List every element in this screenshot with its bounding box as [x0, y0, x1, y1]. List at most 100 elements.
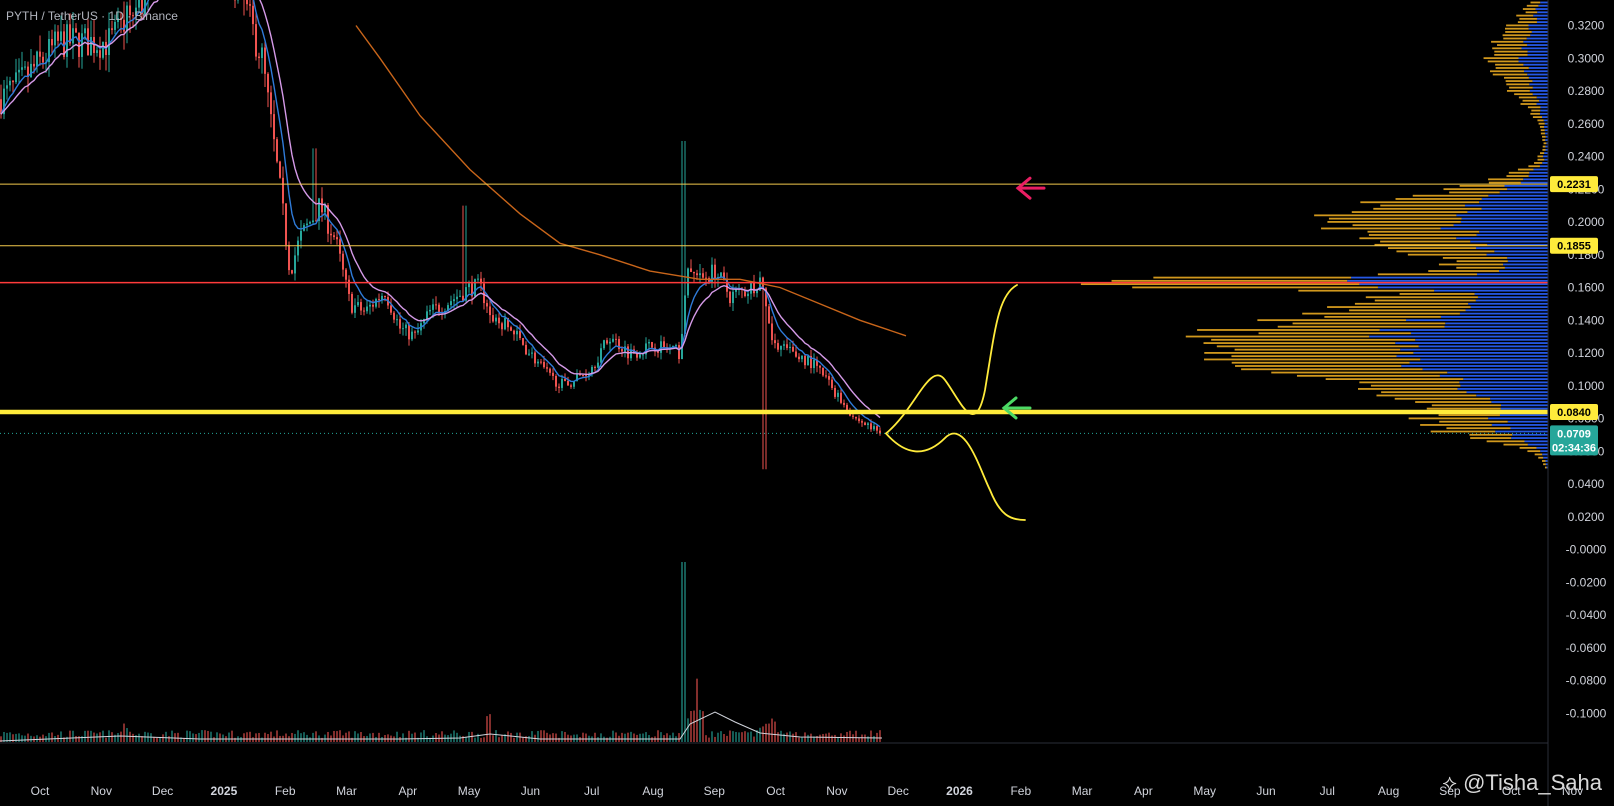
- volume-bar: [228, 732, 230, 742]
- volume-bar: [765, 723, 767, 742]
- candle-body: [840, 392, 842, 403]
- vp-bar-down: [1538, 122, 1545, 125]
- volume-bar: [201, 730, 203, 742]
- candle-body: [279, 161, 281, 178]
- volume-bar: [762, 726, 764, 742]
- candle-body: [396, 319, 398, 321]
- vp-bar-down: [1537, 119, 1544, 122]
- vp-bar-up: [1540, 1, 1548, 4]
- vp-bar-up: [1539, 112, 1548, 115]
- candle-body: [363, 310, 365, 312]
- vp-bar-down: [1530, 112, 1540, 115]
- volume-bar: [426, 736, 428, 742]
- support-arrow-icon: [1001, 396, 1032, 420]
- volume-bar: [507, 731, 509, 742]
- candle-body: [579, 374, 581, 376]
- current-price-tag-text: 0.0709: [1557, 428, 1591, 440]
- candle-body: [582, 375, 584, 377]
- candle-body: [510, 327, 512, 331]
- candle-body: [108, 28, 110, 55]
- vp-bar-up: [1524, 440, 1548, 443]
- vp-bar-down: [1153, 276, 1352, 279]
- volume-group: [0, 562, 881, 742]
- vp-bar-up: [1474, 293, 1548, 295]
- vp-bar-down: [1442, 257, 1508, 259]
- volume-bar: [414, 732, 416, 742]
- level-price-tag-text: 0.2231: [1557, 179, 1591, 191]
- volume-bar: [177, 732, 179, 742]
- price-tick-label: -0.1000: [1566, 706, 1607, 720]
- vp-bar-down: [1296, 374, 1440, 377]
- ema-slow-line: [355, 25, 907, 337]
- vp-bar-up: [1456, 214, 1548, 217]
- exchange-label: Binance: [134, 9, 178, 23]
- candle-body: [33, 63, 35, 67]
- vp-bar-down: [1540, 132, 1546, 135]
- time-tick-label: Oct: [766, 784, 785, 798]
- vp-bar-up: [1532, 86, 1548, 89]
- volume-bar: [291, 732, 293, 742]
- volume-bar: [219, 733, 221, 742]
- vp-bar-up: [1476, 234, 1548, 236]
- vp-bar-up: [1460, 221, 1548, 223]
- volume-bar: [162, 734, 164, 742]
- price-tick-label: 0.3000: [1568, 51, 1605, 65]
- vp-bar-down: [1185, 335, 1370, 338]
- candle-body: [474, 279, 476, 297]
- vp-bar-up: [1536, 21, 1548, 24]
- candle-body: [813, 359, 815, 369]
- vp-bar-down: [1314, 214, 1457, 217]
- candle-body: [477, 278, 479, 280]
- volume-bar: [420, 732, 422, 742]
- candle-body: [735, 289, 737, 292]
- candle-body: [630, 349, 632, 359]
- volume-bar: [204, 730, 206, 742]
- price-tick-label: 0.0200: [1568, 510, 1605, 524]
- candle-body: [567, 380, 569, 386]
- vp-bar-up: [1491, 424, 1548, 426]
- candle-body: [720, 272, 722, 277]
- volume-bar: [717, 732, 719, 742]
- vp-bar-down: [1486, 440, 1525, 443]
- watermark-text: @Tisha_Saha: [1463, 770, 1602, 795]
- vp-bar-down: [1231, 361, 1410, 364]
- vp-bar-down: [1430, 430, 1496, 433]
- vp-bar-down: [1483, 57, 1519, 60]
- candle-body: [777, 343, 779, 350]
- volume-bar: [306, 734, 308, 742]
- candle-body: [90, 37, 92, 56]
- vp-bar-up: [1479, 201, 1548, 204]
- volume-bar: [378, 732, 380, 742]
- time-tick-label: May: [1193, 784, 1216, 798]
- volume-bar: [111, 732, 113, 742]
- vp-bar-down: [1359, 381, 1460, 384]
- vp-bar-down: [1351, 211, 1468, 213]
- volume-bar: [267, 733, 269, 742]
- candle-body: [612, 338, 614, 342]
- vp-bar-down: [1517, 21, 1537, 24]
- header-sep-1: ·: [97, 9, 109, 23]
- vp-bar-up: [1536, 446, 1548, 449]
- price-tick-label: 0.2000: [1568, 215, 1605, 229]
- volume-bar: [453, 730, 455, 742]
- volume-bar: [681, 562, 683, 742]
- price-tick-label: 0.2800: [1568, 84, 1605, 98]
- volume-bar: [870, 730, 872, 742]
- volume-bar: [459, 735, 461, 742]
- price-tick-label: 0.0400: [1568, 477, 1605, 491]
- vp-bar-down: [1504, 76, 1529, 79]
- candle-body: [534, 352, 536, 364]
- volume-bar: [63, 737, 65, 742]
- candle-body: [459, 295, 461, 297]
- volume-bar: [3, 731, 5, 742]
- candle-body: [822, 367, 824, 376]
- vp-bar-up: [1422, 368, 1548, 371]
- vp-bar-up: [1470, 240, 1548, 243]
- vp-bar-down: [1395, 198, 1482, 200]
- volume-bar: [633, 733, 635, 742]
- candle-body: [312, 220, 314, 223]
- candle-body: [639, 354, 641, 358]
- symbol-header[interactable]: PYTH / TetherUS · 1D · Binance: [6, 9, 178, 23]
- vp-bar-down: [1518, 96, 1537, 99]
